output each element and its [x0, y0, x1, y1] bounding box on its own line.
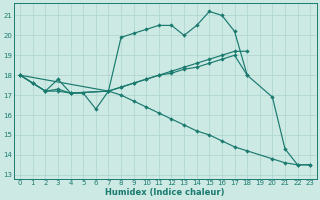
- X-axis label: Humidex (Indice chaleur): Humidex (Indice chaleur): [106, 188, 225, 197]
